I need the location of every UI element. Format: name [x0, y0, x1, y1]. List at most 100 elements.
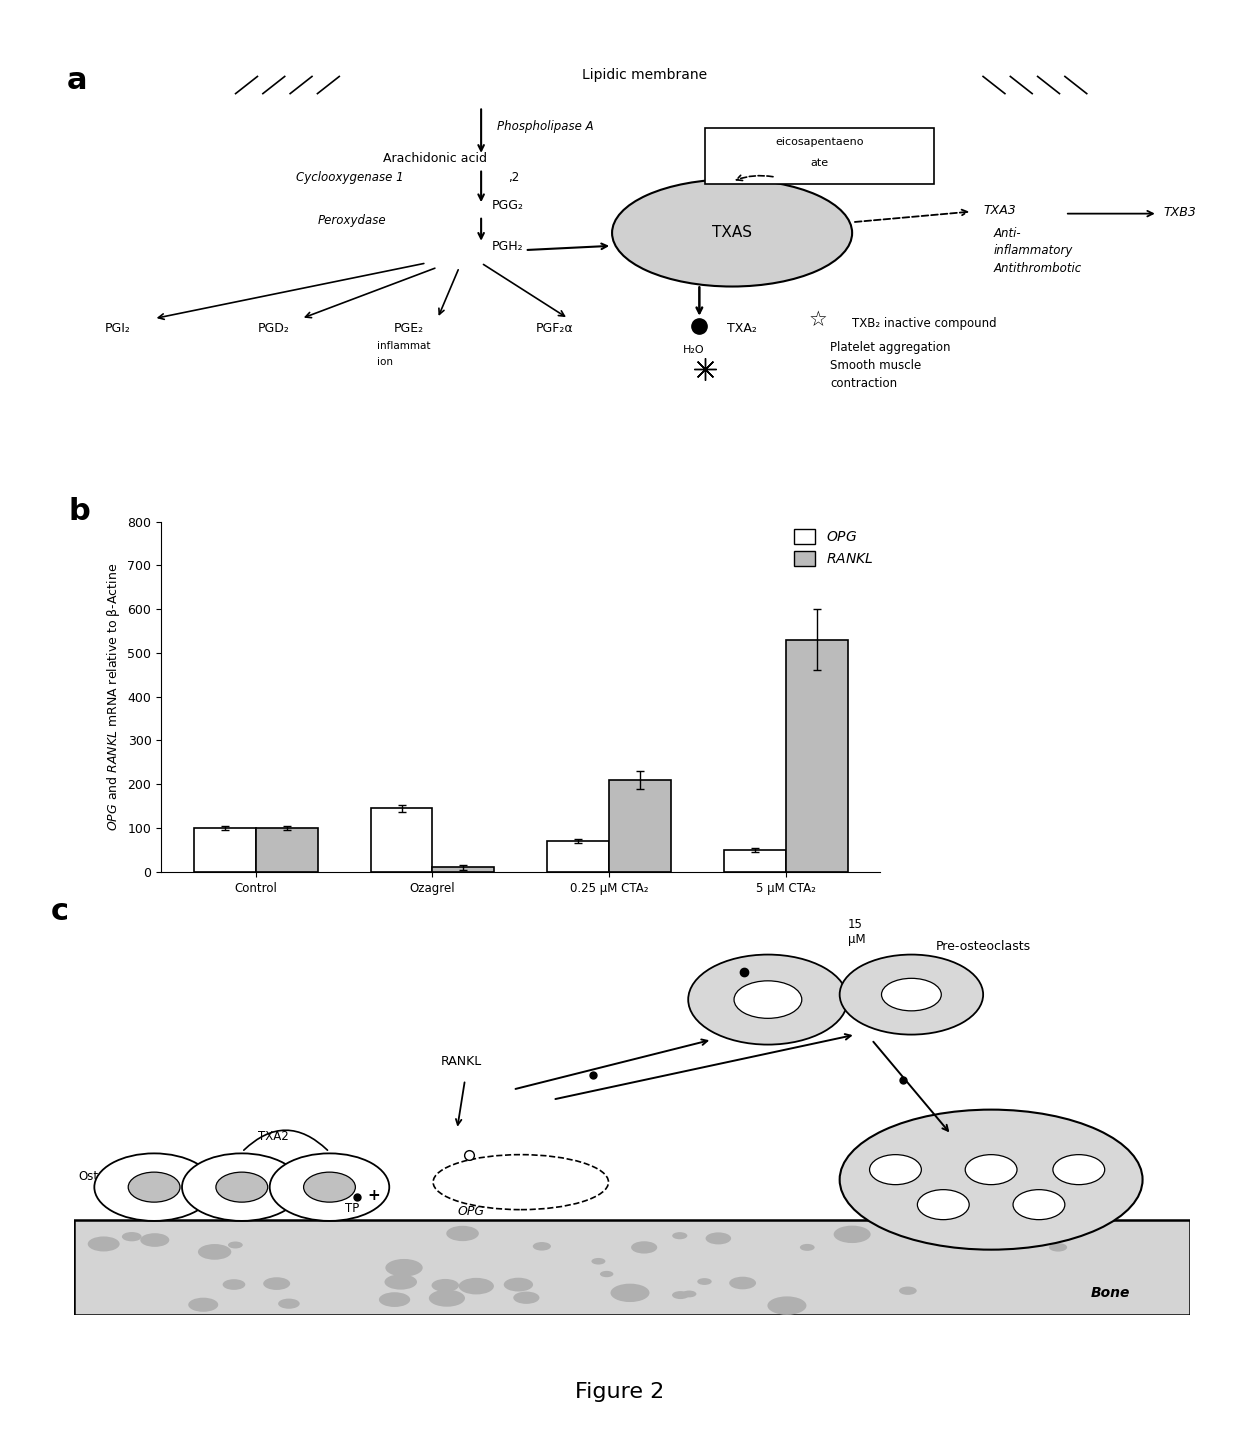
Text: 15
μM: 15 μM [848, 917, 866, 946]
Text: PGG₂: PGG₂ [492, 200, 525, 213]
Ellipse shape [706, 1232, 732, 1245]
Text: Osteoclasts: Osteoclasts [1030, 1130, 1104, 1143]
Ellipse shape [278, 1299, 300, 1309]
Text: +: + [367, 1187, 379, 1203]
Ellipse shape [446, 1226, 479, 1242]
Text: ion: ion [377, 357, 393, 367]
Ellipse shape [899, 1286, 916, 1295]
Ellipse shape [1013, 1189, 1065, 1219]
Text: PGI₂: PGI₂ [104, 322, 130, 334]
Ellipse shape [88, 1236, 119, 1252]
Ellipse shape [672, 1290, 689, 1299]
Bar [193, 827, 255, 872]
Ellipse shape [688, 955, 848, 1045]
Text: Cyclooxygenase 1: Cyclooxygenase 1 [295, 171, 403, 184]
Ellipse shape [1004, 1225, 1038, 1240]
Ellipse shape [386, 1259, 423, 1276]
Ellipse shape [591, 1258, 605, 1265]
Text: Anti-: Anti- [994, 227, 1022, 240]
Text: TXAS: TXAS [712, 226, 753, 240]
Ellipse shape [216, 1172, 268, 1202]
Ellipse shape [672, 1232, 687, 1239]
Ellipse shape [839, 1109, 1142, 1249]
Ellipse shape [128, 1172, 180, 1202]
Text: TP: TP [346, 1202, 360, 1215]
Text: TXB3: TXB3 [1163, 206, 1197, 219]
Text: c: c [51, 896, 68, 926]
Ellipse shape [631, 1242, 657, 1253]
Text: Antithrombotic: Antithrombotic [994, 262, 1083, 274]
Text: ate: ate [810, 159, 828, 169]
Ellipse shape [182, 1153, 301, 1220]
Text: Lipidic membrane: Lipidic membrane [583, 67, 707, 81]
Ellipse shape [800, 1243, 815, 1250]
Text: PGD₂: PGD₂ [258, 322, 289, 334]
Ellipse shape [503, 1278, 533, 1292]
Polygon shape [122, 0, 1168, 23]
Bar [433, 867, 495, 872]
Bar [255, 827, 317, 872]
Text: Platelet aggregation: Platelet aggregation [831, 342, 951, 354]
Y-axis label: $OPG$ and $RANKL$ mRNA relative to β-Actine: $OPG$ and $RANKL$ mRNA relative to β-Act… [105, 563, 122, 830]
Text: inflammatory: inflammatory [994, 244, 1074, 257]
Ellipse shape [223, 1279, 246, 1290]
Ellipse shape [734, 980, 802, 1019]
Ellipse shape [188, 1298, 218, 1312]
Ellipse shape [869, 1155, 921, 1185]
Ellipse shape [122, 1232, 141, 1242]
Polygon shape [74, 1220, 1190, 1315]
Ellipse shape [228, 1242, 243, 1249]
Text: RANKL: RANKL [441, 1055, 482, 1067]
Ellipse shape [269, 1153, 389, 1220]
Ellipse shape [432, 1279, 459, 1292]
Text: Peroxydase: Peroxydase [317, 214, 386, 227]
Text: Figure 2: Figure 2 [575, 1382, 665, 1402]
Ellipse shape [513, 1292, 539, 1303]
Ellipse shape [94, 1153, 213, 1220]
Ellipse shape [459, 1278, 494, 1295]
Text: ☆: ☆ [808, 310, 827, 330]
Ellipse shape [198, 1245, 232, 1260]
Bar [786, 640, 848, 872]
Text: b: b [68, 497, 91, 526]
Text: TXA3: TXA3 [983, 204, 1016, 217]
Ellipse shape [768, 1296, 806, 1315]
Ellipse shape [1053, 1155, 1105, 1185]
Ellipse shape [682, 1290, 697, 1298]
Text: H₂O: H₂O [683, 344, 704, 354]
Text: eicosapentaeno: eicosapentaeno [775, 137, 863, 147]
Text: a: a [67, 66, 87, 94]
Text: inflammat: inflammat [377, 340, 432, 350]
Text: TXA₂: TXA₂ [727, 322, 756, 334]
Text: Pre-osteoclasts: Pre-osteoclasts [935, 940, 1030, 953]
Text: Smooth muscle: Smooth muscle [831, 359, 921, 372]
Text: Phospholipase A: Phospholipase A [497, 120, 594, 133]
Text: PGF₂α: PGF₂α [536, 322, 573, 334]
Ellipse shape [965, 1155, 1017, 1185]
Text: Bone: Bone [1091, 1286, 1131, 1300]
Ellipse shape [918, 1189, 970, 1219]
Bar [371, 809, 433, 872]
Bar [609, 780, 671, 872]
Ellipse shape [833, 1226, 870, 1243]
Ellipse shape [613, 180, 852, 286]
Text: Osteoblasts: Osteoblasts [78, 1170, 148, 1183]
Text: OPG: OPG [458, 1205, 484, 1218]
Ellipse shape [1049, 1243, 1068, 1252]
Text: TXB₂ inactive compound: TXB₂ inactive compound [852, 317, 997, 330]
Ellipse shape [429, 1290, 465, 1306]
Text: Arachidonic acid: Arachidonic acid [383, 153, 487, 166]
FancyBboxPatch shape [704, 129, 934, 184]
Ellipse shape [140, 1233, 170, 1248]
Ellipse shape [533, 1242, 551, 1250]
Text: contraction: contraction [831, 377, 898, 390]
Ellipse shape [610, 1283, 650, 1302]
Ellipse shape [600, 1270, 614, 1278]
Ellipse shape [729, 1276, 756, 1289]
Text: PGE₂: PGE₂ [394, 322, 424, 334]
Ellipse shape [263, 1278, 290, 1290]
Text: PGH₂: PGH₂ [492, 240, 523, 253]
Legend: $OPG$, $RANKL$: $OPG$, $RANKL$ [794, 529, 873, 566]
Ellipse shape [697, 1278, 712, 1285]
Ellipse shape [882, 979, 941, 1010]
